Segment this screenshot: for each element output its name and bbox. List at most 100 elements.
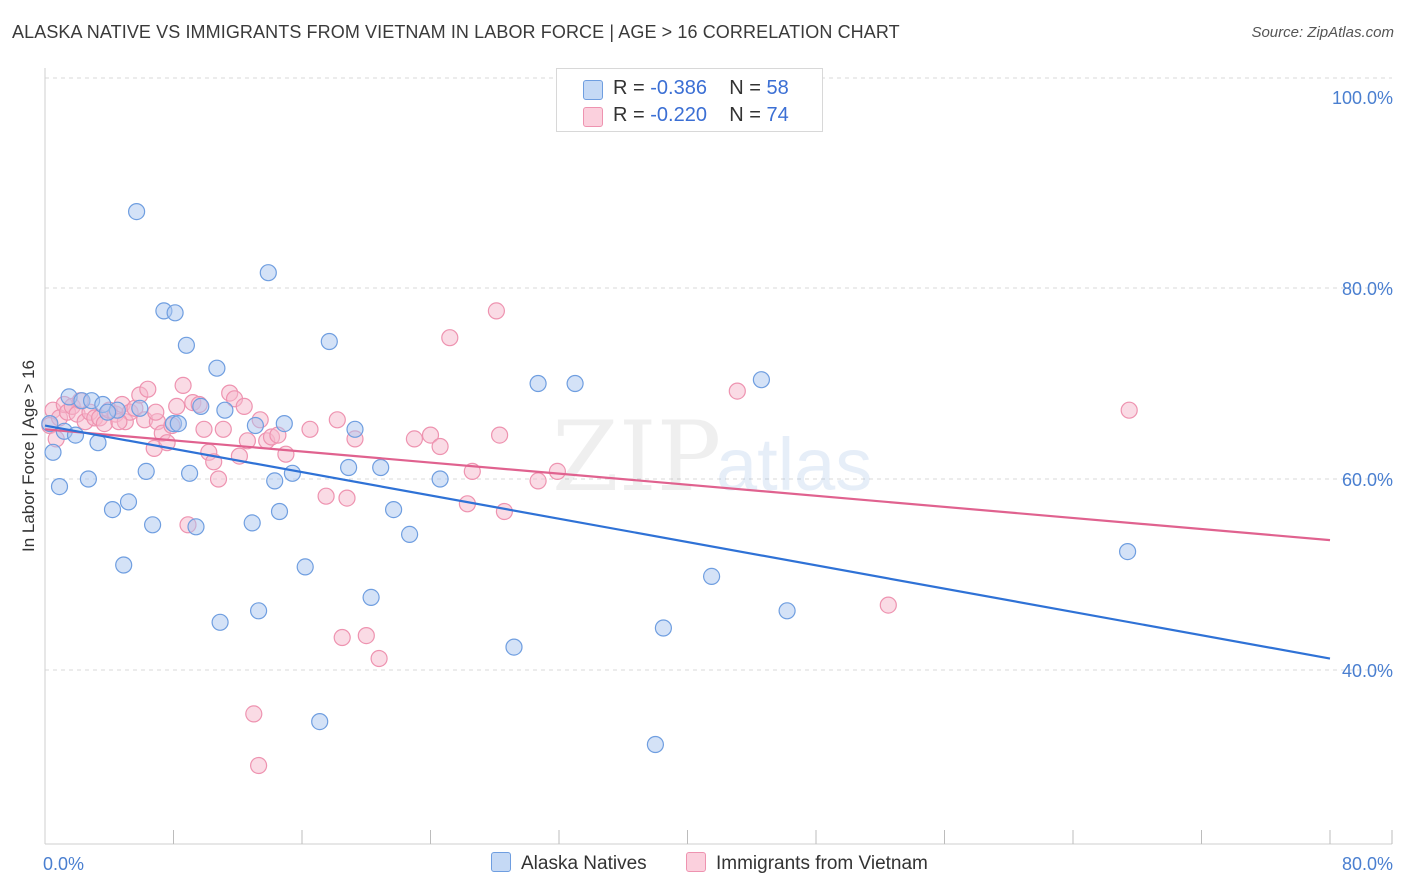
alaska-point (401, 525, 419, 544)
legend-row-alaska: R = -0.386 N = 58 (557, 74, 822, 102)
watermark: ZIP atlas (552, 401, 872, 513)
vietnam-point (139, 380, 157, 398)
vietnam-point (147, 403, 165, 421)
vietnam-point (1120, 401, 1138, 419)
alaska-point (79, 470, 98, 488)
vietnam-point (214, 420, 232, 438)
legend-n-value: 74 (766, 104, 789, 126)
chart-title: ALASKA NATIVE VS IMMIGRANTS FROM VIETNAM… (12, 22, 900, 42)
alaska-point (144, 516, 162, 534)
alaska-point (702, 567, 721, 586)
alaska-point (431, 470, 449, 488)
alaska-point (250, 602, 268, 620)
legend-item-alaska-natives[interactable]: Alaska Natives (491, 852, 647, 875)
alaska-point (44, 443, 62, 461)
alaska-trend-line (44, 424, 1331, 660)
legend-n-label: N = (729, 77, 767, 99)
legend-label: Alaska Natives (521, 853, 647, 874)
alaska-point (529, 374, 547, 393)
legend-row-vietnam: R = -0.220 N = 74 (557, 101, 822, 129)
immigrants-vietnam-swatch (686, 852, 706, 872)
legend-label: Immigrants from Vietnam (716, 853, 928, 874)
alaska-point (752, 371, 771, 389)
alaska-natives-swatch (491, 852, 511, 872)
svg-text:atlas: atlas (716, 423, 872, 506)
alaska-point (192, 397, 210, 415)
vietnam-point (421, 426, 440, 444)
vietnam-point (495, 502, 513, 521)
alaska-point (128, 203, 146, 221)
vietnam-trend-line (44, 428, 1331, 542)
alaska-point (259, 264, 277, 282)
alaska-point (566, 374, 584, 393)
alaska-point (646, 735, 665, 754)
axes (44, 68, 1393, 845)
vietnam-point (195, 420, 213, 438)
vietnam-point (238, 432, 256, 450)
correlation-legend: R = -0.386 N = 58 R = -0.220 N = 74 (556, 68, 823, 132)
vietnam-point (333, 628, 351, 647)
vietnam-point (728, 382, 746, 400)
alaska-point (283, 464, 301, 482)
legend-item-immigrants-vietnam[interactable]: Immigrants from Vietnam (686, 852, 928, 875)
x-tick-label: 0.0% (43, 854, 84, 874)
alaska-point (177, 336, 195, 354)
alaska-point (166, 304, 184, 322)
vietnam-swatch (583, 107, 603, 127)
alaska-point (50, 478, 69, 496)
y-tick-label: 100.0% (1332, 88, 1393, 108)
vietnam-point (357, 626, 375, 645)
alaska-point (103, 501, 122, 519)
alaska-point (187, 518, 205, 536)
vietnam-point (328, 411, 346, 429)
legend-r-label: R = (613, 77, 651, 99)
alaska-point (372, 458, 390, 477)
alaska-point (119, 493, 138, 511)
alaska-point (208, 359, 226, 377)
vietnam-point (174, 376, 192, 394)
alaska-point (270, 502, 289, 521)
alaska-point (181, 464, 199, 482)
series-alaska-natives-points (41, 203, 1137, 754)
vietnam-point (548, 462, 567, 480)
alaska-point (346, 420, 364, 438)
alaska-point (1118, 542, 1137, 561)
x-tick-label: 80.0% (1342, 854, 1393, 874)
vietnam-point (879, 596, 897, 614)
vietnam-point (168, 397, 186, 415)
tick-labels: 100.0% 80.0% 60.0% 40.0% 0.0% 80.0% In Labor F… (19, 88, 1393, 874)
vietnam-point (317, 487, 335, 505)
alaska-point (137, 462, 155, 480)
vietnam-point (529, 472, 547, 490)
vietnam-point (250, 756, 268, 775)
alaska-point (340, 458, 358, 477)
vietnam-point (487, 302, 505, 320)
alaska-point (311, 712, 329, 731)
alaska-point (216, 401, 234, 419)
alaska-point (211, 613, 229, 631)
vietnam-point (370, 649, 388, 668)
vietnam-point (209, 470, 228, 488)
alaska-point (266, 472, 284, 490)
alaska-point (115, 556, 133, 574)
alaska-point (778, 602, 796, 620)
alaska-point (385, 501, 403, 519)
vietnam-point (235, 397, 253, 415)
vietnam-point (441, 329, 459, 347)
y-tick-label: 80.0% (1342, 279, 1393, 299)
y-tick-label: 40.0% (1342, 661, 1393, 681)
alaska-point (275, 415, 293, 433)
legend-r-label: R = (613, 104, 651, 126)
alaska-point (320, 332, 338, 351)
alaska-point (654, 619, 673, 637)
svg-text:ZIP: ZIP (552, 401, 721, 513)
alaska-point (246, 416, 264, 435)
legend-n-value: 58 (766, 77, 789, 99)
alaska-point (169, 415, 187, 433)
alaska-point (362, 588, 380, 607)
vietnam-point (405, 430, 423, 448)
legend-n-label: N = (729, 104, 767, 126)
alaska-swatch (583, 80, 603, 100)
alaska-point (98, 403, 117, 421)
